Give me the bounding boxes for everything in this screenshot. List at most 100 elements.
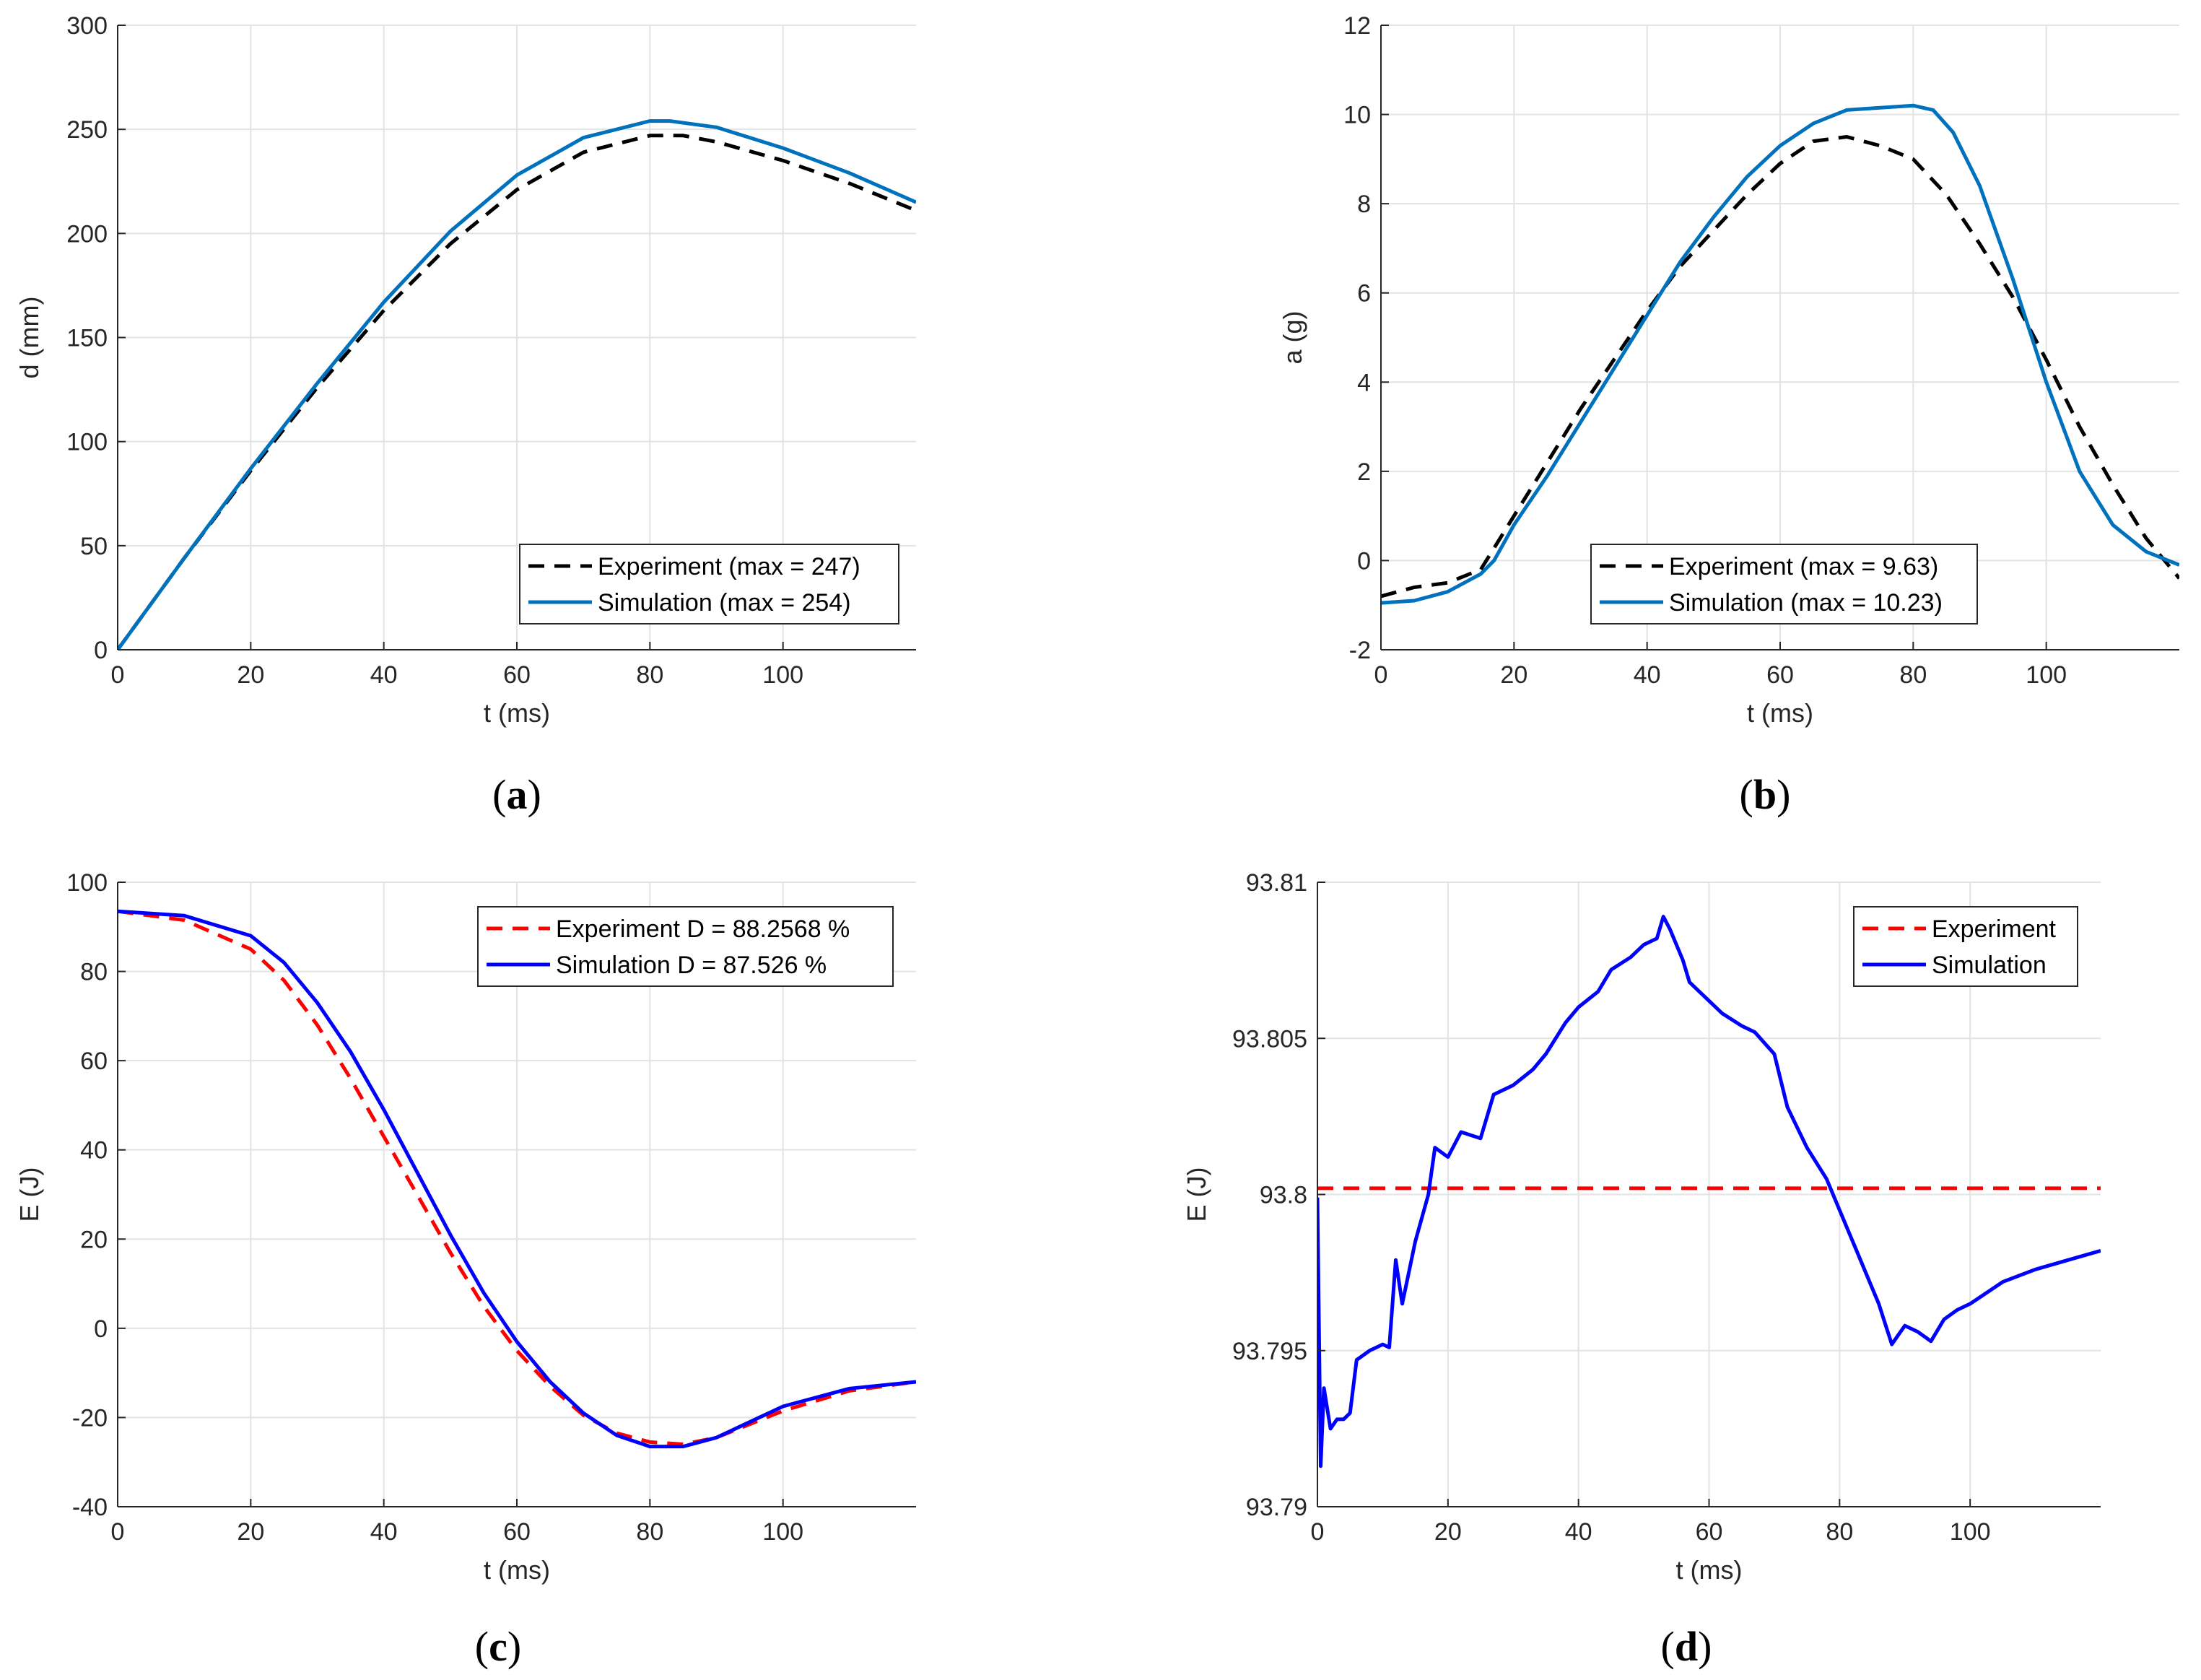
y-tick-label: 93.79 [1246,1494,1307,1521]
y-tick-label: -40 [72,1494,108,1521]
x-tick-label: 60 [503,1518,531,1546]
x-tick-label: 0 [1374,661,1388,689]
legend-entry-label: Experiment [1932,915,2057,943]
legend-box [1853,906,2078,987]
y-tick-label: 300 [66,12,108,40]
panel-label-open: ( [1661,1623,1675,1670]
x-tick-label: 40 [1634,661,1661,689]
y-tick-label: 100 [66,869,108,897]
series-line-simulation [1317,915,2101,1468]
panel-label-letter: a [507,771,528,818]
x-axis-label: t (ms) [484,1555,550,1585]
panel-label-close: ) [1777,771,1790,818]
legend-entry-label: Experiment D = 88.2568 % [556,915,850,943]
y-tick-label: 100 [66,429,108,456]
series-line-simulation [1381,103,2179,605]
chart-panel-a: 0 20 40 60 80 100 0 50 100 150 200 250 300 t (ms) d (m… [14,12,916,728]
y-tick-label: -2 [1349,637,1371,664]
x-tick-label: 100 [762,661,803,689]
y-tick-label: 2 [1357,458,1371,486]
panel-label-letter: b [1753,771,1777,818]
y-axis-label: a (g) [1278,310,1307,364]
legend: Experiment (max = 247) Simulation (max = … [519,544,899,624]
x-tick-label: 80 [1826,1518,1853,1546]
x-axis-label: t (ms) [1747,698,1813,728]
y-tick-label: 150 [66,325,108,352]
panel-label-open: ( [1740,771,1753,818]
y-tick-label: 40 [80,1137,108,1165]
legend-entry-label: Simulation D = 87.526 % [556,952,827,979]
panel-label-open: ( [492,771,506,818]
y-tick-label: 0 [94,637,108,664]
legend-box [1590,544,1978,624]
panel-label-letter: c [489,1623,507,1670]
chart-panel-c: 0 20 40 60 80 100 -40 -20 0 20 40 60 80 100 t (ms) E (J… [14,869,916,1585]
x-tick-label: 40 [1565,1518,1592,1546]
series-line-simulation [118,119,916,650]
x-tick-label: 60 [503,661,531,689]
x-tick-label: 100 [2026,661,2067,689]
y-tick-label: 20 [80,1226,108,1253]
series-line-experiment [118,909,916,1446]
x-tick-label: 40 [370,1518,398,1546]
y-tick-label: 50 [80,533,108,560]
y-tick-label: -20 [72,1404,108,1432]
panel-label: (b) [1740,771,1791,818]
panel-label-close: ) [528,771,541,818]
y-tick-label: 6 [1357,280,1371,308]
y-tick-label: 0 [1357,547,1371,575]
panel-label: (a) [492,771,541,818]
legend-box [477,906,894,987]
x-tick-label: 20 [237,661,264,689]
legend: Experiment (max = 9.63) Simulation (max =… [1590,544,1978,624]
legend: Experiment D = 88.2568 % Simulation D = 8… [477,906,894,987]
x-tick-label: 80 [636,1518,663,1546]
x-tick-label: 0 [111,1518,125,1546]
y-tick-label: 200 [66,220,108,248]
y-tick-label: 250 [66,116,108,144]
panel-label-close: ) [507,1623,521,1670]
x-tick-label: 80 [636,661,663,689]
x-tick-label: 60 [1696,1518,1723,1546]
x-tick-label: 40 [370,661,398,689]
panel-label-close: ) [1698,1623,1712,1670]
x-tick-label: 80 [1899,661,1927,689]
x-tick-label: 100 [762,1518,803,1546]
x-tick-label: 100 [1950,1518,1991,1546]
x-axis-label: t (ms) [484,698,550,728]
x-tick-label: 60 [1766,661,1794,689]
chart-panel-d: 0 20 40 60 80 100 93.79 93.795 93.8 93.805 93.81 t … [1182,869,2101,1585]
legend-box [519,544,899,624]
panel-label-letter: d [1675,1623,1698,1670]
series-line-simulation [118,909,916,1449]
legend-entry-label: Experiment (max = 9.63) [1669,553,1938,580]
x-tick-label: 20 [237,1518,264,1546]
x-axis-label: t (ms) [1676,1555,1743,1585]
y-tick-label: 93.805 [1232,1025,1307,1053]
y-tick-label: 4 [1357,369,1371,396]
y-tick-label: 80 [80,959,108,986]
legend-entry-label: Simulation (max = 254) [598,589,851,617]
y-tick-label: 93.81 [1246,869,1307,897]
y-tick-label: 0 [94,1315,108,1343]
legend-entry-label: Simulation (max = 10.23) [1669,589,1943,617]
y-tick-label: 93.795 [1232,1338,1307,1365]
y-axis-label: d (mm) [14,297,44,379]
y-tick-label: 10 [1343,102,1371,129]
legend: Experiment Simulation [1853,906,2078,987]
series-line-experiment [1381,135,2179,599]
legend-entry-label: Experiment (max = 247) [598,553,860,580]
x-tick-label: 0 [1311,1518,1325,1546]
legend-entry-label: Simulation [1932,952,2047,979]
panel-label: (c) [475,1623,521,1670]
x-tick-label: 20 [1500,661,1527,689]
y-tick-label: 8 [1357,191,1371,218]
y-tick-label: 93.8 [1260,1182,1307,1209]
y-axis-label: E (J) [14,1167,44,1222]
x-tick-label: 20 [1434,1518,1462,1546]
panel-label-open: ( [475,1623,489,1670]
x-tick-label: 0 [111,661,125,689]
y-tick-label: 60 [80,1048,108,1075]
